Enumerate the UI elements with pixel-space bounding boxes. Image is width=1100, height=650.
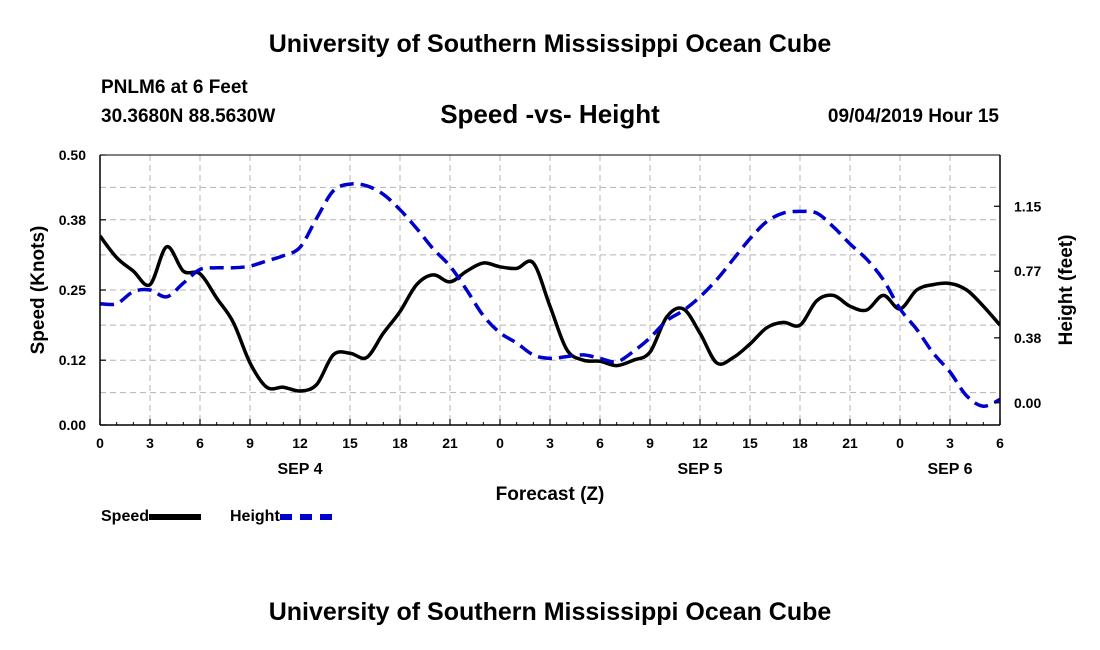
footer-title: University of Southern Mississippi Ocean… xyxy=(268,598,832,626)
x-tick-label: 21 xyxy=(442,435,458,451)
x-tick-label: 12 xyxy=(292,435,308,451)
forecast-datetime: 09/04/2019 Hour 15 xyxy=(827,106,999,127)
legend-speed-swatch xyxy=(149,514,202,520)
legend-height-label: Height xyxy=(230,508,280,525)
date-label: SEP 4 xyxy=(277,461,322,478)
legend-height-swatch xyxy=(279,514,332,520)
axis-labels: 0 3 6 9 12 15 18 21 0 3 6 9 12 15 18 21 0 3 6 SEP 4 SEP 5 SEP… xyxy=(28,147,1077,505)
x-tick-label: 6 xyxy=(996,435,1004,451)
x-tick-label: 18 xyxy=(792,435,808,451)
x-tick-label: 3 xyxy=(946,435,954,451)
date-label: SEP 6 xyxy=(927,461,972,478)
y2-tick-label: 0.77 xyxy=(1014,263,1041,279)
x-tick-label: 3 xyxy=(146,435,154,451)
x-tick-label: 18 xyxy=(392,435,408,451)
y2-tick-label: 0.38 xyxy=(1014,330,1041,346)
legend-height: Height xyxy=(230,508,332,526)
y-tick-label: 0.25 xyxy=(59,282,86,298)
x-tick-label: 6 xyxy=(196,435,204,451)
x-tick-label: 0 xyxy=(496,435,504,451)
x-tick-label: 9 xyxy=(646,435,654,451)
grid xyxy=(100,155,1000,425)
page-title: University of Southern Mississippi Ocean… xyxy=(268,30,832,58)
y2-axis-title: Height (feet) xyxy=(1056,235,1077,346)
axes xyxy=(99,154,1001,426)
y-tick-label: 0.50 xyxy=(59,147,86,163)
x-tick-label: 12 xyxy=(692,435,708,451)
height-series-line xyxy=(100,181,1000,408)
x-tick-label: 21 xyxy=(842,435,858,451)
y2-tick-label: 1.15 xyxy=(1014,198,1041,214)
x-axis-title: Forecast (Z) xyxy=(496,484,605,505)
x-tick-label: 9 xyxy=(246,435,254,451)
y-tick-label: 0.00 xyxy=(59,417,86,433)
x-tick-label: 3 xyxy=(546,435,554,451)
station-label: PNLM6 at 6 Feet xyxy=(101,77,248,98)
x-tick-label: 0 xyxy=(896,435,904,451)
x-tick-label: 15 xyxy=(342,435,358,451)
y-tick-label: 0.12 xyxy=(59,352,86,368)
x-tick-label: 6 xyxy=(596,435,604,451)
legend-speed-label: Speed xyxy=(101,508,150,525)
legend-speed: Speed xyxy=(101,508,202,526)
x-tick-label: 15 xyxy=(742,435,758,451)
chart-title: Speed -vs- Height xyxy=(440,99,660,129)
y-tick-label: 0.38 xyxy=(59,212,86,228)
speed-series-line xyxy=(100,234,1000,393)
station-coordinates: 30.3680N 88.5630W xyxy=(101,106,276,127)
date-label: SEP 5 xyxy=(677,461,722,478)
x-tick-label: 0 xyxy=(96,435,104,451)
y2-tick-label: 0.00 xyxy=(1014,395,1041,411)
series-layer xyxy=(100,181,1000,408)
y-axis-title: Speed (Knots) xyxy=(28,226,49,355)
